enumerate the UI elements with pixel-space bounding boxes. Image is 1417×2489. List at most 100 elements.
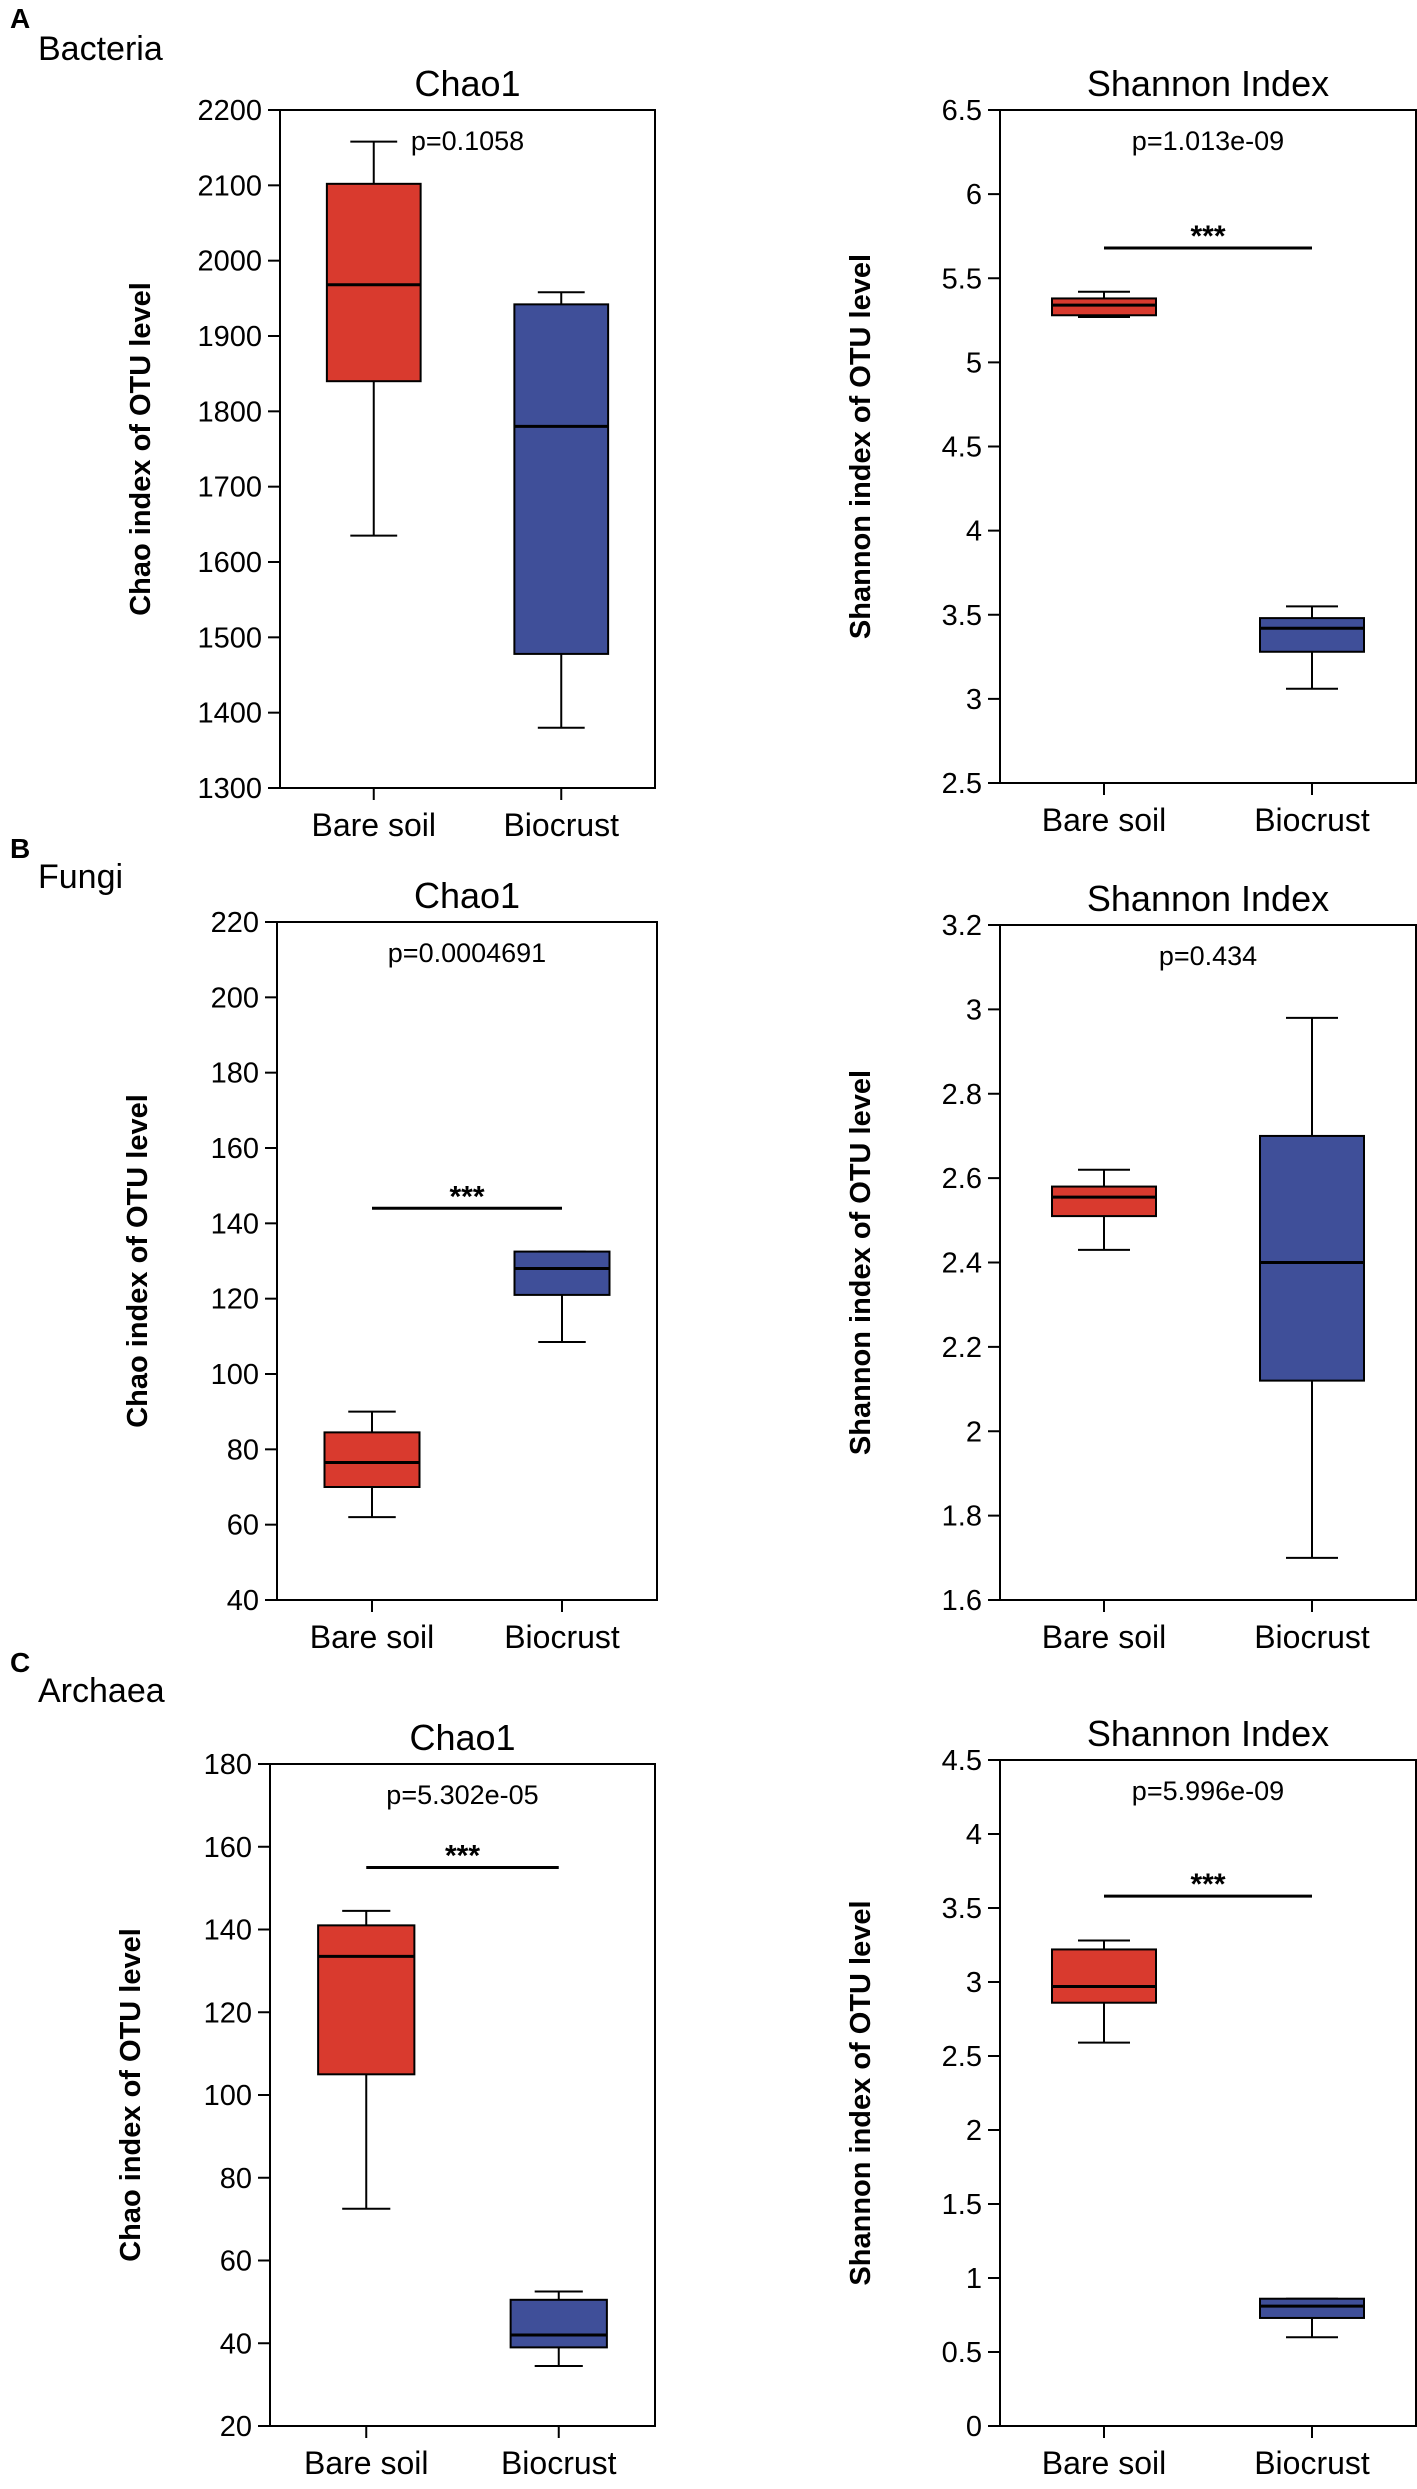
significance-stars: *** xyxy=(1190,1868,1225,1901)
y-tick-label: 1.8 xyxy=(942,1501,982,1533)
y-tick-label: 4.5 xyxy=(942,432,982,464)
y-tick-label: 100 xyxy=(211,1359,259,1391)
y-tick-label: 3 xyxy=(966,1967,982,1999)
y-tick-label: 1900 xyxy=(197,321,262,353)
panel-letter-a: A xyxy=(10,3,30,34)
y-tick-label: 100 xyxy=(204,2080,252,2112)
y-tick-label: 1 xyxy=(966,2263,982,2295)
chart-title: Shannon Index xyxy=(1087,1713,1329,1754)
y-tick-label: 220 xyxy=(211,907,259,939)
y-axis-title: Chao index of OTU level xyxy=(122,1094,154,1428)
significance-stars: *** xyxy=(1190,220,1225,253)
y-tick-label: 2100 xyxy=(197,170,262,202)
iqr-box xyxy=(325,182,422,383)
y-tick-label: 120 xyxy=(204,1997,252,2029)
x-category-label: Biocrust xyxy=(503,807,619,843)
x-category-label: Biocrust xyxy=(1254,2445,1370,2481)
iqr-box xyxy=(1259,2297,1365,2319)
box-biocrust xyxy=(1259,1016,1365,1559)
iqr-box xyxy=(513,303,610,655)
fungi-shannon-chart: Shannon Index p=0.434 1.6 1.8 2 2.2 2.4 2.6 2.8 3… xyxy=(845,878,1417,1655)
y-axis-title: Shannon index of OTU level xyxy=(845,254,877,639)
y-tick-label: 1.5 xyxy=(942,2189,982,2221)
y-tick-label: 5 xyxy=(966,347,982,379)
y-tick-label: 0.5 xyxy=(942,2337,982,2369)
x-category-label: Bare soil xyxy=(1042,802,1167,838)
y-tick-label: 1700 xyxy=(197,472,262,504)
y-tick-label: 2 xyxy=(966,2115,982,2147)
y-tick-label: 1600 xyxy=(197,547,262,579)
box-biocrust xyxy=(1259,605,1365,690)
y-tick-label: 80 xyxy=(227,1434,259,1466)
iqr-box xyxy=(509,2298,608,2349)
y-tick-label: 0 xyxy=(966,2411,982,2443)
plot-frame xyxy=(279,109,656,789)
panel-label-bacteria: Bacteria xyxy=(38,30,163,68)
y-tick-label: 1500 xyxy=(197,622,262,654)
y-tick-label: 6.5 xyxy=(942,95,982,127)
y-tick-label: 140 xyxy=(204,1915,252,1947)
chart-title: Shannon Index xyxy=(1087,63,1329,104)
fungi-chao1-chart: Chao1 p=0.0004691 40 60 80 100 120 140 160 180 200… xyxy=(122,875,658,1655)
x-category-label: Bare soil xyxy=(312,807,437,843)
significance-stars: *** xyxy=(445,1839,480,1872)
chart-title: Chao1 xyxy=(409,1717,515,1758)
iqr-box xyxy=(1051,1948,1157,2004)
chart-title: Chao1 xyxy=(414,63,520,104)
y-axis-title: Shannon index of OTU level xyxy=(845,1900,877,2285)
panel-letter-b: B xyxy=(10,833,30,864)
box-bare-soil xyxy=(317,1909,416,2210)
y-tick-label: 3 xyxy=(966,684,982,716)
archaea-chao1-chart: Chao1 p=5.302e-05 20 40 60 80 100 120 140 160 180 C… xyxy=(115,1717,656,2481)
y-tick-label: 1.6 xyxy=(942,1585,982,1617)
y-tick-label: 2.5 xyxy=(942,2041,982,2073)
y-tick-label: 160 xyxy=(211,1133,259,1165)
y-tick-label: 3 xyxy=(966,994,982,1026)
plot-frame xyxy=(999,1759,1417,2427)
x-category-label: Bare soil xyxy=(1042,1619,1167,1655)
p-value: p=0.434 xyxy=(1159,941,1257,971)
y-tick-label: 3.5 xyxy=(942,600,982,632)
y-tick-label: 120 xyxy=(211,1284,259,1316)
y-tick-label: 180 xyxy=(211,1058,259,1090)
y-tick-label: 3.5 xyxy=(942,1893,982,1925)
y-tick-label: 40 xyxy=(227,1585,259,1617)
y-tick-label: 180 xyxy=(204,1749,252,1781)
archaea-shannon-chart: Shannon Index p=5.996e-09 0 0.5 1 1.5 2 2.5 3 3.5… xyxy=(845,1713,1417,2481)
y-tick-label: 40 xyxy=(220,2328,252,2360)
y-tick-label: 4 xyxy=(966,516,982,548)
p-value: p=5.996e-09 xyxy=(1132,1776,1284,1806)
y-tick-label: 4 xyxy=(966,1819,982,1851)
box-biocrust xyxy=(1259,2297,1365,2339)
y-tick-label: 5.5 xyxy=(942,263,982,295)
box-bare-soil xyxy=(1051,1939,1157,2044)
box-biocrust xyxy=(513,1250,611,1343)
y-tick-label: 2200 xyxy=(197,95,262,127)
y-tick-label: 60 xyxy=(227,1510,259,1542)
y-tick-label: 2.2 xyxy=(942,1332,982,1364)
iqr-box xyxy=(1259,1134,1365,1382)
y-tick-label: 2 xyxy=(966,1416,982,1448)
iqr-box xyxy=(317,1924,416,2076)
y-tick-label: 3.2 xyxy=(942,910,982,942)
iqr-box xyxy=(513,1250,611,1296)
x-category-label: Biocrust xyxy=(1254,1619,1370,1655)
iqr-box xyxy=(1259,617,1365,653)
p-value: p=0.0004691 xyxy=(388,938,546,968)
panel-label-fungi: Fungi xyxy=(38,858,123,896)
plot-frame xyxy=(999,109,1417,784)
panel-label-archaea: Archaea xyxy=(38,1672,165,1710)
x-category-label: Bare soil xyxy=(1042,2445,1167,2481)
panel-letter-c: C xyxy=(10,1647,30,1678)
y-tick-label: 20 xyxy=(220,2411,252,2443)
box-bare-soil xyxy=(1051,1168,1157,1251)
y-tick-label: 200 xyxy=(211,982,259,1014)
bacteria-chao1-chart: Chao1 p=0.1058 1300 1400 1500 1600 1700 1800 190… xyxy=(125,63,656,843)
y-tick-label: 1400 xyxy=(197,698,262,730)
iqr-box xyxy=(1051,1185,1157,1218)
y-tick-label: 80 xyxy=(220,2163,252,2195)
box-bare-soil xyxy=(325,140,422,537)
y-axis-title: Chao index of OTU level xyxy=(125,282,157,616)
chart-title: Chao1 xyxy=(414,875,520,916)
